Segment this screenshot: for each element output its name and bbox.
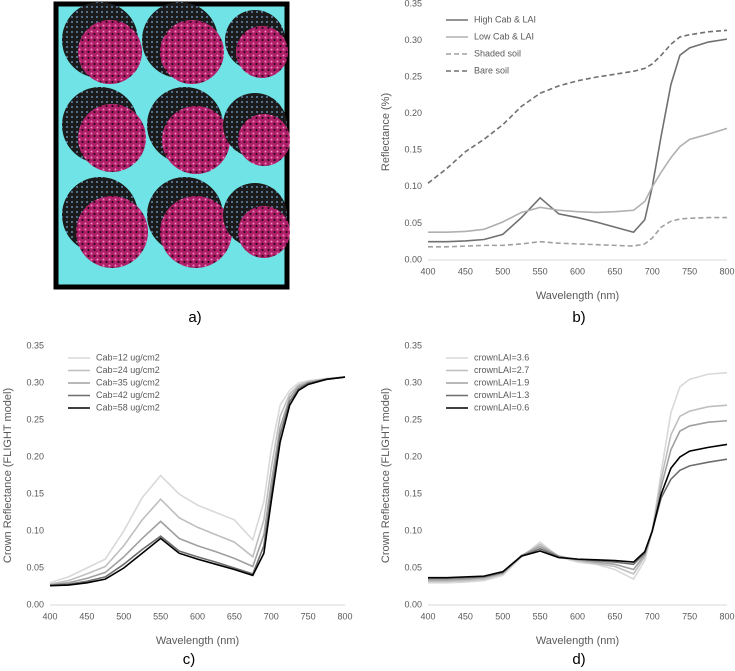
line-series <box>428 404 728 583</box>
line-series <box>49 376 346 586</box>
line-series <box>49 376 346 586</box>
legend-label: Low Cab & LAI <box>474 31 534 41</box>
line-series <box>49 376 346 587</box>
y-tick-label: 0.20 <box>404 451 422 461</box>
y-tick-label: 0.20 <box>404 108 422 118</box>
y-tick-label: 0.00 <box>404 254 422 264</box>
y-tick-label: 0.10 <box>404 181 422 191</box>
line-series <box>49 376 346 584</box>
y-tick-label: 0.30 <box>404 377 422 387</box>
x-tick-label: 450 <box>458 266 473 276</box>
x-tick-label: 400 <box>420 611 435 621</box>
x-tick-label: 500 <box>495 611 510 621</box>
y-tick-label: 0.10 <box>26 525 44 535</box>
y-tick-label: 0.30 <box>404 35 422 45</box>
chart-panel: 0.00 0.05 0.10 0.15 0.20 0.25 0.30 0.35 400 450 50… <box>2 340 353 668</box>
y-tick-label: 0.15 <box>404 145 422 155</box>
legend-label: crownLAI=3.6 <box>474 352 529 362</box>
x-tick-label: 800 <box>337 611 352 621</box>
y-tick-label: 0.25 <box>404 72 422 82</box>
x-tick-label: 400 <box>420 266 435 276</box>
x-tick-label: 550 <box>533 611 548 621</box>
y-tick-label: 0.05 <box>26 562 44 572</box>
legend-label: Cab=42 ug/cm2 <box>96 390 160 400</box>
crowns <box>62 2 290 268</box>
x-tick-label: 650 <box>607 266 622 276</box>
legend-label: Bare soil <box>474 65 509 75</box>
y-tick-label: 0.35 <box>26 340 44 350</box>
x-tick-label: 600 <box>570 611 585 621</box>
chart-panel: 0.00 0.05 0.10 0.15 0.20 0.25 0.30 0.35 400 450 50… <box>380 0 735 326</box>
line-series <box>427 29 728 184</box>
x-tick-label: 500 <box>116 611 131 621</box>
y-axis-label: Crown Reflectance (FLIGHT model) <box>2 388 14 563</box>
y-tick-label: 0.05 <box>404 218 422 228</box>
legend-label: crownLAI=0.6 <box>474 402 529 412</box>
chart-panel: 0.00 0.05 0.10 0.15 0.20 0.25 0.30 0.35 400 450 50… <box>380 340 735 668</box>
x-tick-label: 700 <box>264 611 279 621</box>
line-series <box>49 376 346 586</box>
y-tick-label: 0.25 <box>26 414 44 424</box>
y-tick-label: 0.10 <box>404 525 422 535</box>
panel-caption: d) <box>572 651 585 668</box>
y-axis-label: Reflectance (%) <box>380 93 392 171</box>
panel-caption: b) <box>572 309 585 326</box>
x-tick-label: 650 <box>607 611 622 621</box>
legend-label: Shaded soil <box>474 48 521 58</box>
image-panel: a) <box>53 1 290 326</box>
x-axis-label: Wavelength (nm) <box>536 290 619 302</box>
legend-label: crownLAI=2.7 <box>474 365 529 375</box>
line-series <box>428 443 728 579</box>
line-series <box>428 127 728 234</box>
y-tick-label: 0.30 <box>26 377 44 387</box>
x-tick-label: 450 <box>458 611 473 621</box>
x-tick-label: 600 <box>190 611 205 621</box>
legend-label: Cab=35 ug/cm2 <box>96 377 160 387</box>
legend-label: Cab=24 ug/cm2 <box>96 365 160 375</box>
legend-label: High Cab & LAI <box>474 14 536 24</box>
y-tick-label: 0.15 <box>26 488 44 498</box>
y-tick-label: 0.35 <box>404 340 422 350</box>
x-tick-label: 700 <box>645 611 660 621</box>
legend-label: Cab=58 ug/cm2 <box>96 402 160 412</box>
y-tick-label: 0.35 <box>404 0 422 8</box>
y-axis-label: Crown Reflectance (FLIGHT model) <box>380 388 392 563</box>
y-tick-label: 0.20 <box>26 451 44 461</box>
legend-label: Cab=12 ug/cm2 <box>96 352 160 362</box>
x-tick-label: 750 <box>682 611 697 621</box>
x-tick-label: 750 <box>301 611 316 621</box>
x-tick-label: 800 <box>719 611 734 621</box>
panel-caption: c) <box>183 651 196 668</box>
legend-label: crownLAI=1.3 <box>474 390 529 400</box>
panel-caption: a) <box>188 309 201 326</box>
x-axis-label: Wavelength (nm) <box>156 635 239 647</box>
x-tick-label: 800 <box>719 266 734 276</box>
y-tick-label: 0.05 <box>404 562 422 572</box>
x-tick-label: 550 <box>153 611 168 621</box>
line-series <box>428 371 728 584</box>
x-tick-label: 600 <box>570 266 585 276</box>
line-series <box>428 419 728 581</box>
x-tick-label: 550 <box>533 266 548 276</box>
y-tick-label: 0.00 <box>26 599 44 609</box>
legend-label: crownLAI=1.9 <box>474 377 529 387</box>
x-tick-label: 750 <box>682 266 697 276</box>
line-series <box>428 216 727 248</box>
y-tick-label: 0.15 <box>404 488 422 498</box>
x-axis-label: Wavelength (nm) <box>536 635 619 647</box>
x-tick-label: 400 <box>42 611 57 621</box>
y-tick-label: 0.00 <box>404 599 422 609</box>
x-tick-label: 650 <box>227 611 242 621</box>
line-series <box>428 38 728 243</box>
x-tick-label: 500 <box>495 266 510 276</box>
x-tick-label: 700 <box>645 266 660 276</box>
x-tick-label: 450 <box>79 611 94 621</box>
y-tick-label: 0.25 <box>404 414 422 424</box>
